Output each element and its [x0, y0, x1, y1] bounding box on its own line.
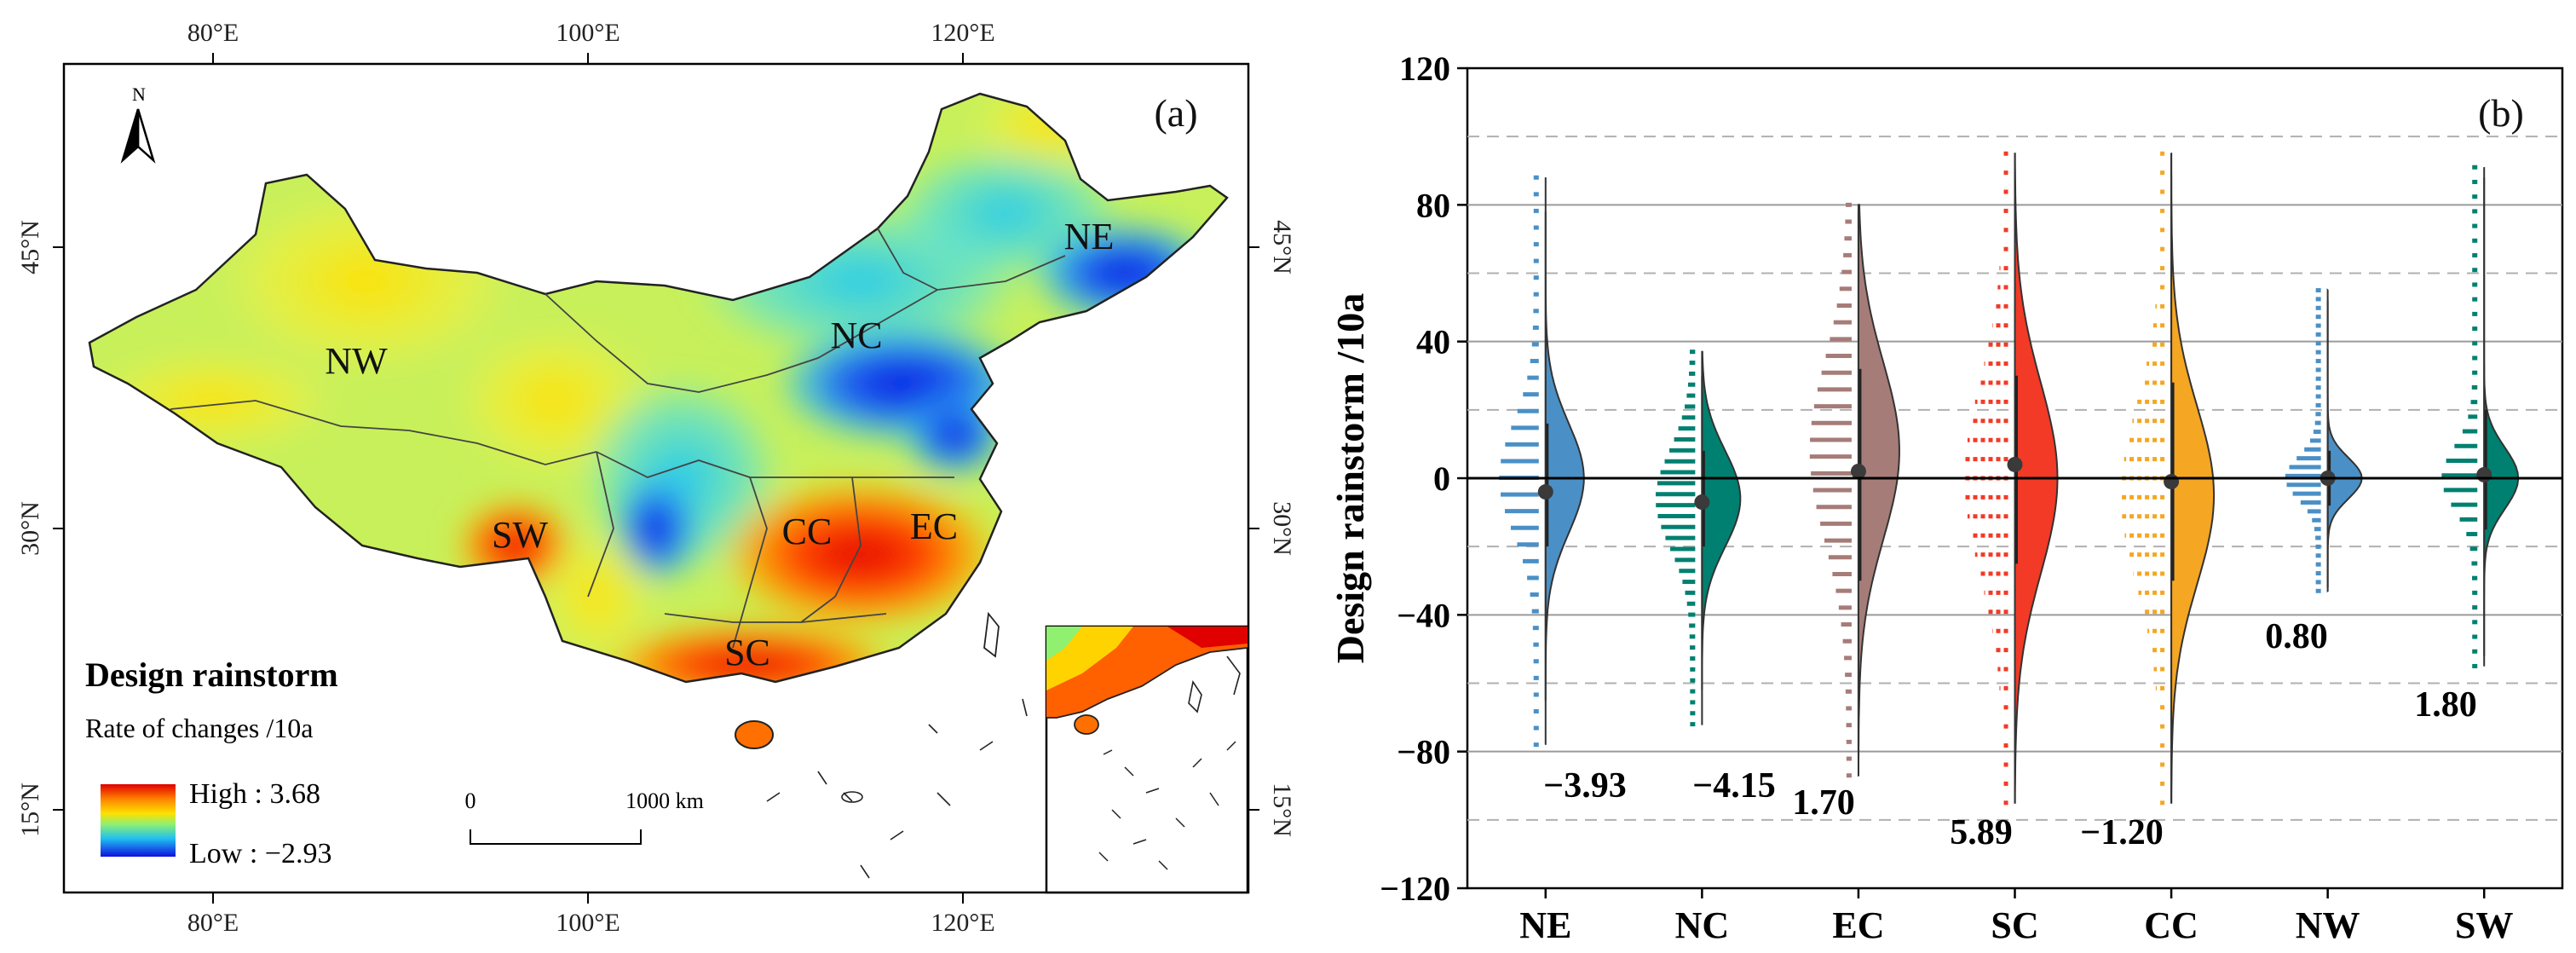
strip-nc: [1656, 349, 1696, 727]
x-tick-label: NW: [2296, 904, 2360, 946]
region-label-ec: EC: [910, 505, 958, 547]
region-boundaries: [170, 228, 1066, 649]
trend-label-sc: 5.89: [1950, 813, 2013, 852]
hainan-island: [735, 720, 774, 749]
lat-tick-left-15: 15°N: [16, 783, 44, 837]
x-tick-label: NC: [1675, 904, 1730, 946]
panel-a-map: 80°E 100°E 120°E 80°E 100°E 120°E 45°N 3…: [16, 19, 1296, 937]
median-point-sc: [2007, 456, 2023, 472]
legend-low: Low : −2.93: [189, 838, 331, 869]
lon-ticks: [53, 53, 1259, 904]
lon-tick-top-80: 80°E: [187, 19, 239, 47]
x-tick-label: SC: [1991, 904, 2038, 946]
north-arrow-icon: N: [120, 84, 156, 164]
strip-sw: [2441, 165, 2478, 668]
median-point-ec: [1850, 463, 1866, 479]
lat-tick-right-15: 15°N: [1268, 783, 1296, 837]
lon-tick-bottom-120: 120°E: [931, 909, 994, 937]
median-point-nc: [1694, 494, 1710, 511]
lat-tick-left-30: 30°N: [16, 501, 44, 556]
x-tick-label: NE: [1519, 904, 1571, 946]
y-tick-label: −120: [1380, 869, 1450, 908]
median-point-sw: [2476, 466, 2492, 482]
y-tick-label: 80: [1416, 186, 1450, 224]
region-label-sw: SW: [492, 514, 548, 556]
median-point-ne: [1537, 484, 1553, 500]
scale-bar: 0 1000 km: [465, 788, 704, 845]
trend-label-ne: −3.93: [1543, 766, 1626, 806]
lat-tick-right-45: 45°N: [1268, 220, 1296, 274]
trend-label-nw: 0.80: [2265, 617, 2328, 656]
trend-label-cc: −1.20: [2080, 813, 2163, 852]
panel-b-label: (b): [2478, 91, 2524, 135]
y-tick-label: −40: [1397, 596, 1450, 634]
x-tick-label: SW: [2455, 904, 2513, 946]
lon-tick-bottom-100: 100°E: [556, 909, 620, 937]
legend-title: Design rainstorm: [85, 656, 338, 694]
taiwan-island: [983, 611, 1000, 658]
strip-nw: [2285, 288, 2321, 593]
south-china-sea-inset: [1045, 625, 1249, 894]
region-label-nc: NC: [830, 315, 882, 356]
scale-max: 1000 km: [625, 788, 704, 813]
y-axis-ticks: −120 −80 −40 0 40 80 120: [1380, 49, 1467, 908]
lon-tick-top-100: 100°E: [556, 19, 620, 47]
strip-sc: [1964, 151, 2008, 806]
panel-a-label: (a): [1154, 91, 1197, 135]
region-label-nw: NW: [325, 340, 388, 382]
region-label-ne: NE: [1064, 216, 1115, 257]
region-label-sc: SC: [724, 632, 770, 673]
x-tick-label: EC: [1832, 904, 1884, 946]
y-tick-label: 120: [1399, 49, 1450, 88]
median-point-cc: [2164, 474, 2180, 490]
lon-tick-top-120: 120°E: [931, 19, 994, 47]
x-tick-label: CC: [2144, 904, 2199, 946]
map-legend: Design rainstorm Rate of changes /10a Hi…: [85, 656, 338, 869]
lat-tick-right-30: 30°N: [1268, 501, 1296, 556]
strip-ec: [1809, 202, 1852, 778]
legend-colorbar: [101, 784, 176, 857]
y-tick-label: −80: [1397, 733, 1450, 771]
lon-tick-bottom-80: 80°E: [187, 909, 239, 937]
trend-label-sw: 1.80: [2414, 685, 2477, 725]
region-label-cc: CC: [782, 511, 833, 552]
boxplots: [1537, 153, 2492, 803]
china-outline: [88, 92, 1229, 684]
y-tick-label: 40: [1416, 323, 1450, 361]
y-tick-label: 0: [1433, 459, 1450, 498]
legend-high: High : 3.68: [189, 778, 320, 810]
scale-zero: 0: [465, 788, 476, 813]
legend-subtitle: Rate of changes /10a: [85, 713, 313, 743]
y-axis-label: Design rainstorm /10a: [1328, 293, 1372, 663]
strip-cc: [2121, 151, 2165, 806]
south-sea-islands: [766, 698, 1028, 879]
trend-label-nc: −4.15: [1692, 766, 1775, 806]
north-label: N: [132, 84, 146, 105]
trend-labels: −3.93 −4.15 1.70 5.89 −1.20 0.80 1.80: [1543, 617, 2476, 852]
x-axis-ticks: NE NC EC SC CC NW SW: [1519, 888, 2513, 946]
violin-ec: [1857, 204, 1900, 777]
trend-label-ec: 1.70: [1792, 783, 1855, 823]
lat-tick-left-45: 45°N: [16, 220, 44, 274]
